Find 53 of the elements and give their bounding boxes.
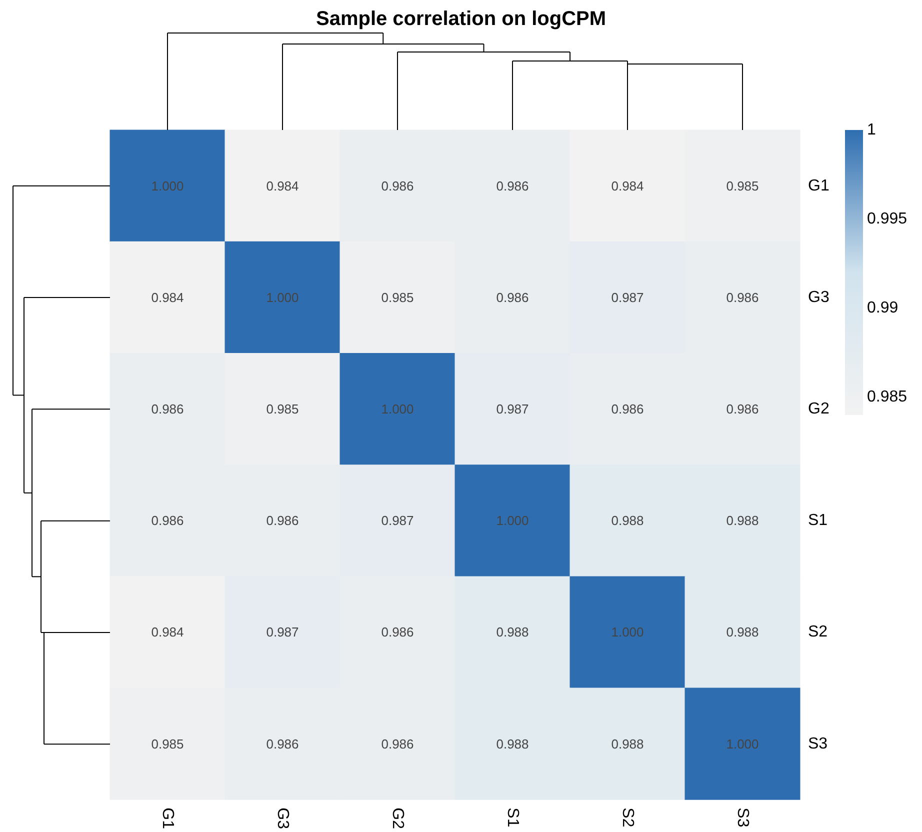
data-label: 0.987 [611, 290, 644, 305]
data-label: 0.986 [611, 402, 644, 417]
color-bar-label: 0.995 [867, 210, 908, 228]
data-label: 0.986 [726, 290, 759, 305]
color-bar-label: 0.985 [867, 388, 908, 406]
y-tick-label: G2 [808, 400, 830, 418]
data-label: 0.988 [611, 736, 644, 752]
data-label: 0.986 [266, 736, 299, 752]
y-tick-label: S3 [808, 735, 828, 752]
y-tick-label: S2 [808, 624, 828, 641]
data-label: 0.985 [381, 290, 414, 305]
data-label: 0.986 [381, 178, 414, 194]
data-label: 0.986 [151, 402, 184, 417]
data-label: 1.000 [381, 402, 414, 417]
data-label: 1.000 [726, 736, 759, 752]
data-label: 0.984 [611, 178, 644, 194]
chart-title: Sample correlation on logCPM [316, 8, 606, 30]
data-label: 1.000 [611, 624, 644, 640]
color-bar-label: 0.99 [867, 300, 898, 317]
data-label: 0.988 [611, 513, 644, 528]
data-label: 1.000 [151, 178, 184, 194]
data-label: 0.988 [726, 513, 759, 528]
x-tick-label: G2 [389, 808, 406, 830]
data-label: 0.984 [151, 290, 184, 305]
data-label: 0.985 [151, 736, 184, 752]
data-label: 0.984 [151, 624, 184, 640]
y-tick-label: G3 [808, 288, 830, 306]
data-label: 0.986 [381, 736, 414, 752]
data-label: 1.000 [266, 290, 299, 305]
x-tick-label: S3 [734, 808, 751, 828]
data-label: 0.987 [266, 624, 299, 640]
data-label: 0.988 [726, 624, 759, 640]
data-label: 0.985 [266, 402, 299, 417]
color-bar-label: 1 [867, 122, 876, 138]
data-label: 0.986 [381, 624, 414, 640]
data-label: 0.988 [496, 736, 529, 752]
data-label: 0.986 [151, 513, 184, 528]
data-label: 0.987 [381, 513, 414, 528]
x-tick-label: G3 [274, 808, 291, 830]
x-tick-label: S2 [619, 808, 636, 828]
data-label: 1.000 [496, 513, 529, 528]
y-tick-label: S1 [808, 512, 828, 530]
data-label: 0.986 [496, 178, 529, 194]
data-label: 0.988 [496, 624, 529, 640]
data-label: 0.984 [266, 178, 299, 194]
data-label: 0.986 [266, 513, 299, 528]
data-label: 0.986 [726, 402, 759, 417]
data-label: 0.985 [726, 178, 759, 194]
x-tick-label: S1 [504, 808, 521, 828]
data-label: 0.987 [496, 402, 529, 417]
data-label: 0.986 [496, 290, 529, 305]
x-tick-label: G1 [159, 808, 176, 830]
y-tick-label: G1 [808, 177, 830, 194]
